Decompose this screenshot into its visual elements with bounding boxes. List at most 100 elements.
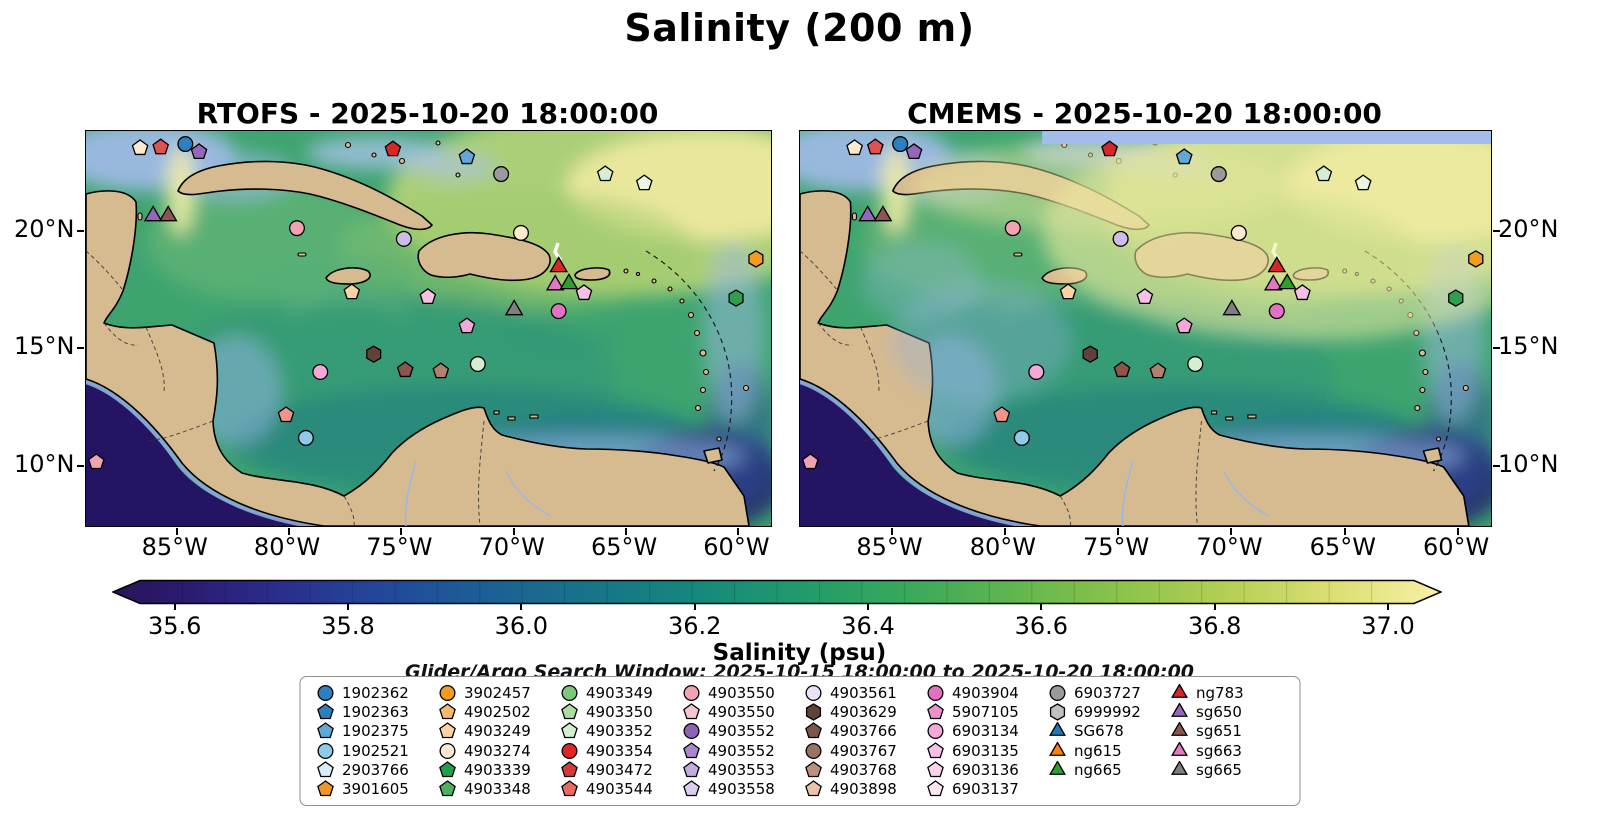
x-tick-mark (288, 528, 291, 535)
pentagon-marker-icon (316, 722, 334, 739)
marker-ng665 (1277, 273, 1297, 290)
colorbar-tick-labels: 35.6 35.8 36.0 36.2 36.4 36.6 36.8 37.0 (140, 604, 1415, 646)
legend-label: 4902502 (464, 702, 531, 721)
legend-entry-4903766: 4903766 (804, 722, 917, 741)
y-tick-label: 15°N (14, 332, 75, 361)
pentagon-marker (438, 703, 456, 720)
map-cmems (799, 130, 1500, 535)
legend-entry-6903134: 6903134 (926, 722, 1039, 741)
pentagon-marker (438, 722, 456, 739)
pentagon-marker (926, 703, 944, 720)
pentagon-marker (560, 722, 578, 739)
legend-label: 4903472 (586, 760, 653, 779)
pentagon-marker (438, 761, 456, 777)
colorbar-tick-mark (347, 604, 349, 610)
legend-entry-4903352: 4903352 (560, 722, 673, 741)
legend-label: sg663 (1196, 741, 1242, 760)
hexagon-marker-icon (805, 703, 821, 721)
legend-column: 6903727 6999992 SG678 ng615 ng665 (1048, 683, 1161, 799)
platform-markers-cmems (801, 136, 1484, 470)
circle-marker (682, 723, 700, 740)
legend-entry-1902362: 1902362 (316, 683, 429, 702)
hexagon-marker-icon (1049, 703, 1065, 721)
legend-entry-4903472: 4903472 (560, 760, 673, 779)
legend-entry-4903553: 4903553 (682, 760, 795, 779)
pentagon-marker-icon (316, 703, 334, 720)
legend-entry-6903136: 6903136 (926, 760, 1039, 779)
circle-marker-icon (316, 742, 334, 759)
marker-circle (1210, 166, 1227, 183)
circle-marker-icon (1048, 684, 1066, 701)
legend-label: SG678 (1074, 722, 1124, 741)
y-tick-label: 20°N (1498, 214, 1559, 243)
triangle-marker-icon (1170, 722, 1188, 737)
triangle-marker (1170, 760, 1188, 775)
triangle-marker (1048, 722, 1066, 737)
legend-label: 4903274 (464, 741, 531, 760)
colorbar-tick-mark (1213, 604, 1216, 610)
pentagon-marker (682, 703, 700, 720)
pentagon-marker-icon (926, 780, 944, 797)
circle-marker-icon (438, 684, 456, 701)
legend-entry-6999992: 6999992 (1048, 702, 1161, 721)
marker-circle (1187, 356, 1204, 373)
marker-hexagon (366, 345, 382, 363)
pentagon-marker-icon (438, 780, 456, 797)
y-tick-mark (1493, 464, 1500, 467)
marker-circle (297, 429, 314, 446)
marker-pentagon (801, 453, 819, 470)
circle-marker-icon (438, 742, 456, 759)
colorbar-segment-lines (181, 580, 1373, 604)
legend-entry-4902502: 4902502 (438, 702, 551, 721)
marker-sg650 (143, 205, 163, 222)
legend-entry-1902521: 1902521 (316, 741, 429, 760)
pentagon-marker-icon (804, 722, 822, 739)
legend-entry-4903354: 4903354 (560, 741, 673, 760)
circle-marker-icon (316, 684, 334, 701)
legend-column: ng783 sg650 sg651 sg663 sg665 (1170, 683, 1283, 799)
legend-entry-4903768: 4903768 (804, 760, 917, 779)
legend-label: 4903558 (708, 780, 775, 799)
legend-label: 4903904 (952, 683, 1019, 702)
marker-sg651 (873, 205, 893, 222)
marker-pentagon (1315, 165, 1333, 182)
marker-circle (550, 303, 567, 320)
marker-circle (288, 220, 305, 237)
marker-pentagon (905, 143, 923, 160)
legend-entry-4903349: 4903349 (560, 683, 673, 702)
circle-marker (316, 684, 334, 701)
marker-pentagon (87, 453, 105, 470)
marker-pentagon (866, 138, 884, 155)
legend-column: 4903550 4903550 4903552 4903552 4903553 49035… (682, 683, 795, 799)
x-tick-mark (737, 528, 740, 535)
x-tick-mark (1343, 528, 1346, 535)
pentagon-marker (316, 703, 334, 720)
triangle-marker-icon (1170, 683, 1188, 698)
legend-entry-ng783: ng783 (1170, 683, 1283, 702)
marker-pentagon (993, 406, 1011, 423)
hexagon-marker (805, 703, 821, 721)
pentagon-marker (316, 722, 334, 739)
circle-marker (316, 742, 334, 759)
legend-entry-SG678: SG678 (1048, 722, 1161, 741)
y-tick-label: 15°N (1498, 332, 1559, 361)
circle-marker-icon (804, 684, 822, 701)
legend-label: 6903137 (952, 780, 1019, 799)
marker-pentagon (1136, 288, 1154, 305)
marker-circle (312, 363, 329, 380)
x-tick-mark (175, 528, 178, 535)
y-tick-mark (1493, 347, 1500, 350)
colorbar-tick-label: 35.8 (321, 612, 375, 640)
legend-entry-4903274: 4903274 (438, 741, 551, 760)
x-tick-label: 60°W (1423, 533, 1490, 561)
marker-ng783 (1267, 256, 1287, 273)
legend-label: 4903354 (586, 741, 653, 760)
legend-entry-ng615: ng615 (1048, 741, 1161, 760)
marker-pentagon (575, 284, 593, 301)
legend-label: 4903349 (586, 683, 653, 702)
circle-marker-icon (682, 684, 700, 701)
circle-marker (926, 684, 944, 701)
marker-circle (1230, 224, 1247, 241)
x-tick-label: 70°W (478, 533, 545, 561)
y-tick-label: 10°N (14, 449, 75, 478)
